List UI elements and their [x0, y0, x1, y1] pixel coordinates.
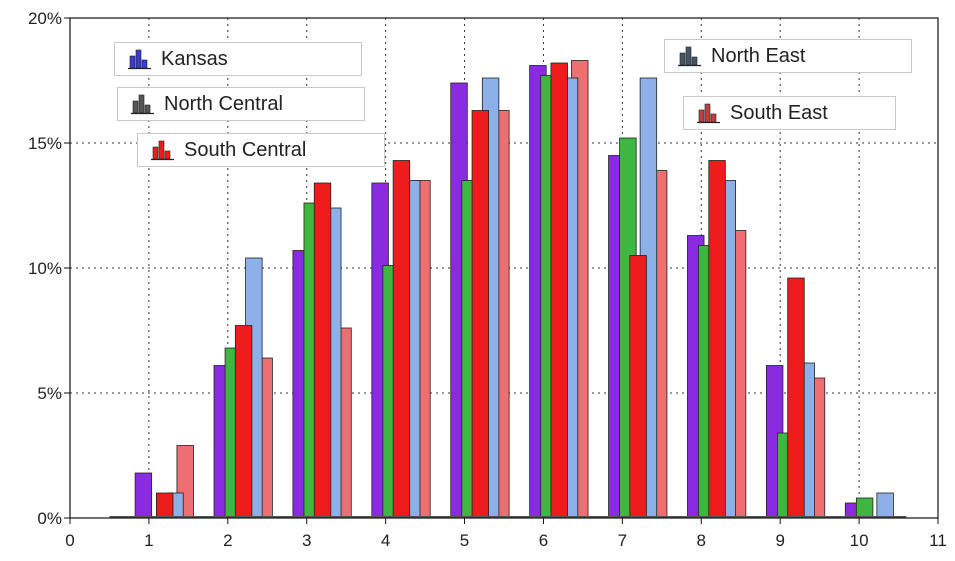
- icon-bar: [698, 109, 705, 123]
- bars: [134, 60, 894, 519]
- x-tick-label: 0: [65, 531, 74, 550]
- icon-bar: [685, 46, 692, 66]
- bar-south-central: [313, 182, 332, 519]
- icon-bar: [158, 140, 165, 160]
- bar-chart-icon: [677, 45, 703, 67]
- bar-chart-icon: [130, 93, 156, 115]
- x-tick-label: 8: [697, 531, 706, 550]
- legend-label: South East: [730, 101, 828, 124]
- x-tick-label: 3: [302, 531, 311, 550]
- icon-bar: [138, 94, 145, 114]
- legend-item-north-east: North East: [664, 39, 912, 73]
- x-tick-label: 7: [618, 531, 627, 550]
- y-tick-label: 0%: [37, 509, 62, 528]
- bar-south-central: [629, 255, 647, 519]
- bar-chart-icon: [150, 139, 176, 161]
- y-tick-label: 5%: [37, 384, 62, 403]
- legend-label: North East: [711, 44, 806, 67]
- bar-south-central: [550, 62, 568, 519]
- y-tick-label: 15%: [28, 134, 62, 153]
- bar-south-central: [708, 160, 726, 519]
- x-tick-label: 9: [775, 531, 784, 550]
- icon-bar: [144, 104, 151, 114]
- bar-south-central: [787, 277, 805, 519]
- x-tick-label: 1: [144, 531, 153, 550]
- bar-north-east: [876, 492, 894, 519]
- legend-item-north-central: North Central: [117, 87, 365, 121]
- y-tick-label: 10%: [28, 259, 62, 278]
- x-tick-label: 4: [381, 531, 390, 550]
- tick-labels: 0 1 2 3 4 5 6 7 8 9 10 11 0% 5% 10% 15% 20%: [28, 9, 947, 550]
- icon-bar: [164, 150, 171, 160]
- legend-item-south-east: South East: [683, 96, 896, 130]
- bar-north-central: [855, 497, 874, 519]
- icon-bar: [129, 55, 136, 69]
- y-tick-label: 20%: [28, 9, 62, 28]
- icon-bar: [691, 56, 698, 66]
- x-tick-label: 11: [929, 531, 947, 550]
- icon-bar: [141, 59, 148, 69]
- legend-label: Kansas: [161, 47, 228, 70]
- icon-bar: [135, 49, 142, 69]
- legend-label: South Central: [184, 138, 307, 161]
- x-tick-label: 5: [460, 531, 469, 550]
- bar-south-central: [234, 325, 253, 519]
- legend-item-south-central: South Central: [137, 133, 385, 167]
- bar-south-central: [392, 160, 411, 519]
- bar-kansas: [134, 472, 153, 519]
- x-tick-label: 6: [539, 531, 548, 550]
- bar-chart-icon: [127, 48, 153, 70]
- bar-chart-icon: [696, 102, 722, 124]
- icon-bar: [704, 103, 711, 123]
- icon-bar: [710, 113, 717, 123]
- legend-label: North Central: [164, 92, 283, 115]
- bar-south-central: [156, 492, 174, 519]
- bar-south-central: [471, 110, 490, 519]
- x-tick-label: 10: [850, 531, 869, 550]
- legend-item-kansas: Kansas: [114, 42, 362, 76]
- x-tick-label: 2: [223, 531, 232, 550]
- icon-bar: [679, 52, 686, 66]
- icon-bar: [152, 146, 159, 160]
- icon-bar: [132, 100, 139, 114]
